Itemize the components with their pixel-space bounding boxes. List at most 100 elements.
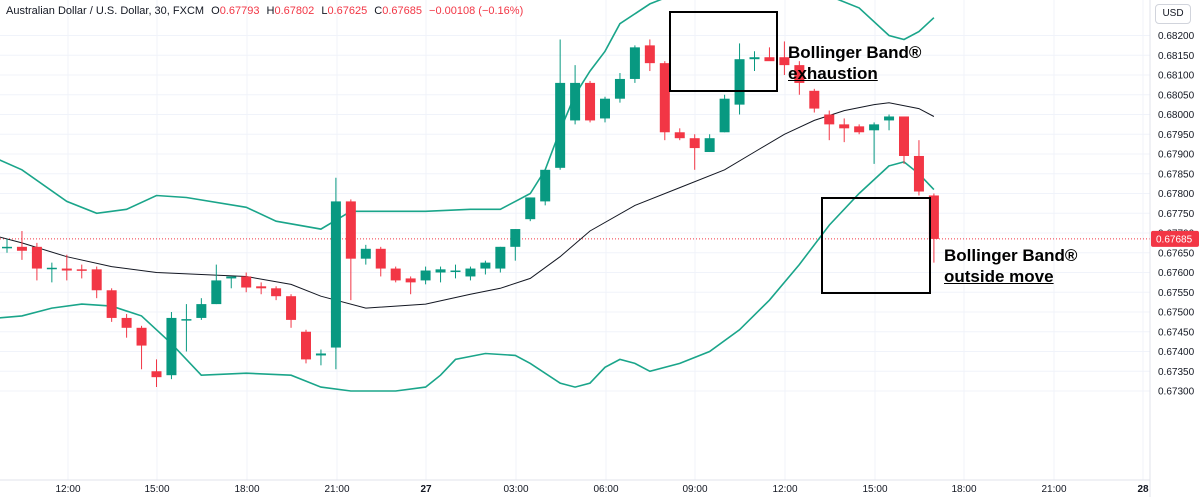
candle-body bbox=[181, 319, 192, 321]
symbol-title: Australian Dollar / U.S. Dollar, 30, FXC… bbox=[6, 5, 205, 17]
candle-body bbox=[600, 98, 610, 119]
candle-body bbox=[525, 197, 536, 220]
candle-body bbox=[884, 116, 895, 121]
outside-move-annotation-title: Bollinger Band® bbox=[944, 246, 1078, 265]
candle-body bbox=[585, 82, 596, 121]
y-tick-label: 0.67300 bbox=[1158, 387, 1195, 398]
symbol-header: Australian Dollar / U.S. Dollar, 30, FXC… bbox=[6, 5, 523, 17]
candle-body bbox=[166, 317, 177, 376]
candle-body bbox=[450, 270, 461, 273]
open-label: O bbox=[211, 5, 220, 17]
candle-body bbox=[330, 201, 341, 348]
candle-body bbox=[495, 246, 506, 269]
candle-body bbox=[510, 229, 521, 247]
upper-band-line bbox=[0, 0, 935, 230]
candle-body bbox=[91, 269, 102, 291]
candle-body bbox=[76, 269, 87, 271]
outside-move-box bbox=[821, 197, 931, 294]
close-label: C bbox=[374, 5, 383, 17]
candle-body bbox=[465, 268, 476, 277]
y-tick-label: 0.68150 bbox=[1158, 51, 1195, 62]
candle-body bbox=[241, 276, 252, 288]
candle-body bbox=[644, 45, 655, 64]
candle-body bbox=[315, 353, 326, 356]
candle-body bbox=[136, 327, 147, 346]
y-tick-label: 0.67600 bbox=[1158, 268, 1195, 279]
middle-band-line bbox=[0, 102, 935, 309]
currency-button[interactable]: USD bbox=[1155, 4, 1191, 24]
x-tick-label: 15:00 bbox=[862, 484, 887, 495]
candle-body bbox=[659, 63, 670, 133]
open-value: 0.67793 bbox=[219, 5, 260, 17]
y-tick-label: 0.67500 bbox=[1158, 308, 1195, 319]
exhaustion-annotation-title: Bollinger Band® bbox=[788, 43, 922, 62]
candle-body bbox=[674, 132, 685, 139]
candle-body bbox=[614, 78, 625, 99]
candle-body bbox=[689, 138, 700, 149]
candle-body bbox=[809, 90, 820, 109]
x-tick-label: 12:00 bbox=[55, 484, 80, 495]
candle-body bbox=[704, 138, 715, 153]
candle-body bbox=[405, 278, 416, 283]
y-tick-label: 0.67550 bbox=[1158, 288, 1195, 299]
candle-body bbox=[854, 126, 865, 133]
candle-body bbox=[824, 114, 835, 125]
candle-body bbox=[151, 371, 162, 378]
current-price-tag bbox=[1151, 230, 1199, 247]
x-tick-label: 09:00 bbox=[682, 484, 707, 495]
candle-body bbox=[899, 116, 909, 156]
candlestick-series bbox=[2, 39, 939, 388]
candle-body bbox=[570, 82, 581, 121]
candle-body bbox=[869, 124, 880, 131]
y-tick-label: 0.67450 bbox=[1158, 327, 1195, 338]
candle-body bbox=[794, 65, 805, 83]
x-tick-label: 21:00 bbox=[1041, 484, 1066, 495]
x-tick-label: 18:00 bbox=[234, 484, 259, 495]
candle-body bbox=[390, 268, 401, 281]
candle-body bbox=[211, 280, 222, 305]
candle-body bbox=[779, 57, 790, 66]
y-tick-label: 0.68050 bbox=[1158, 90, 1195, 101]
candle-body bbox=[839, 124, 850, 129]
current-price-label: 0.67685 bbox=[1156, 234, 1193, 245]
x-tick-label: 06:00 bbox=[593, 484, 618, 495]
y-tick-label: 0.67850 bbox=[1158, 169, 1195, 180]
high-label: H bbox=[266, 5, 275, 17]
y-tick-label: 0.68100 bbox=[1158, 71, 1195, 82]
candle-body bbox=[928, 195, 939, 239]
candle-body bbox=[46, 267, 57, 270]
high-value: 0.67802 bbox=[274, 5, 315, 17]
candle-body bbox=[271, 288, 282, 297]
x-tick-label: 21:00 bbox=[324, 484, 349, 495]
candle-body bbox=[555, 82, 566, 168]
candle-body bbox=[375, 248, 386, 269]
candle-body bbox=[301, 331, 311, 360]
change-value: −0.00108 (−0.16%) bbox=[429, 5, 524, 17]
exhaustion-annotation-subtitle: exhaustion bbox=[788, 64, 878, 83]
candle-body bbox=[764, 57, 775, 62]
x-tick-label: 12:00 bbox=[772, 484, 797, 495]
candle-body bbox=[345, 201, 356, 259]
candle-body bbox=[16, 246, 27, 251]
x-tick-label: 15:00 bbox=[144, 484, 169, 495]
y-tick-label: 0.67350 bbox=[1158, 367, 1195, 378]
candle-body bbox=[420, 270, 431, 281]
candle-body bbox=[749, 57, 760, 60]
candle-body bbox=[256, 286, 267, 289]
y-tick-label: 0.68000 bbox=[1158, 110, 1195, 121]
y-tick-label: 0.68200 bbox=[1158, 31, 1195, 42]
candle-body bbox=[913, 155, 924, 192]
candle-body bbox=[226, 276, 237, 279]
candle-body bbox=[480, 262, 491, 269]
low-label: L bbox=[321, 5, 328, 17]
lower-band-line bbox=[0, 161, 935, 392]
annotation-boxes bbox=[669, 11, 931, 294]
candle-body bbox=[360, 248, 371, 259]
candle-body bbox=[61, 268, 72, 271]
y-tick-label: 0.67800 bbox=[1158, 189, 1195, 200]
candle-body bbox=[734, 59, 745, 105]
candle-body bbox=[719, 98, 730, 133]
y-tick-label: 0.67950 bbox=[1158, 130, 1195, 141]
